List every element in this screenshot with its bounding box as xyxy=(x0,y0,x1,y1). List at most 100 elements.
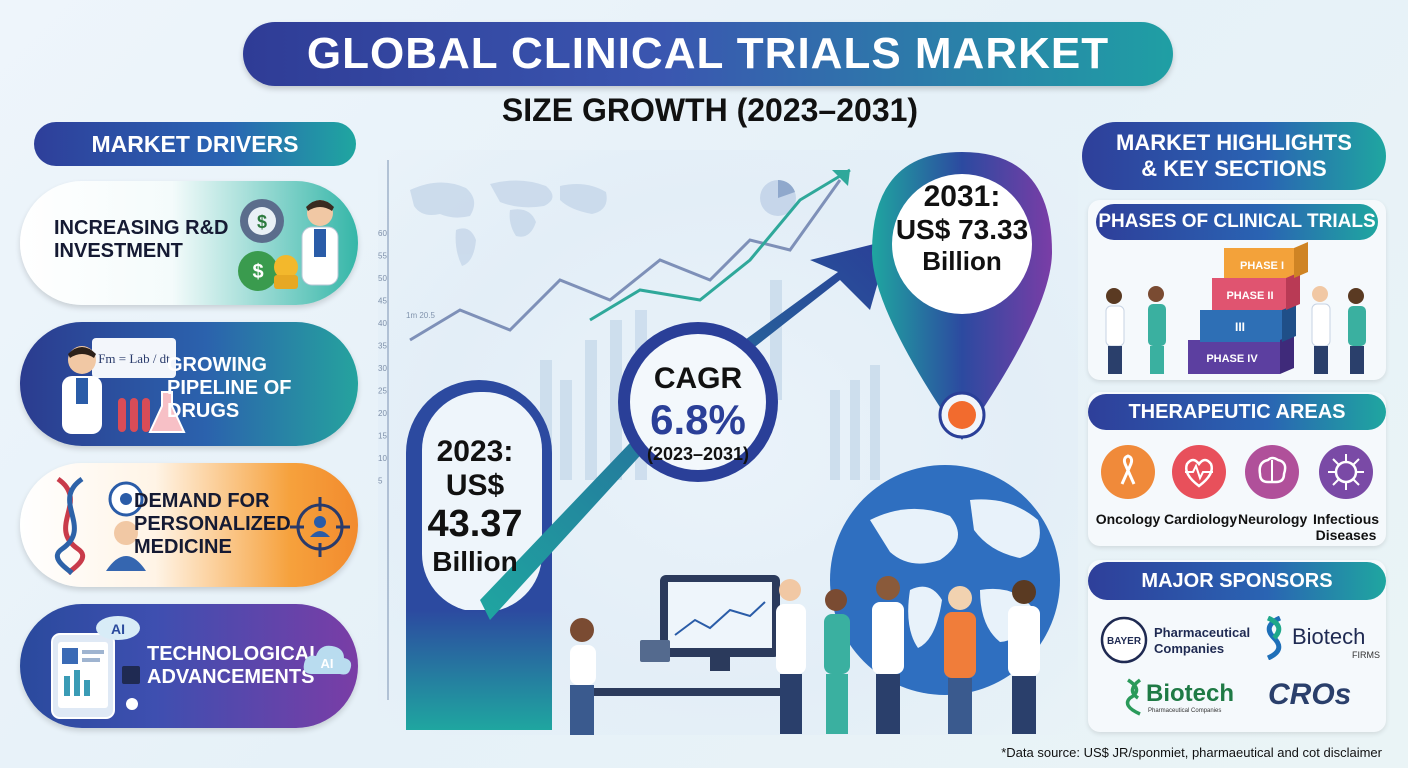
highlights-heading: MARKET HIGHLIGHTS & KEY SECTIONS xyxy=(1082,122,1386,190)
scientist-lab-icon: Fm = Lab / dt xyxy=(62,338,186,434)
therapeutic-heading: THERAPEUTIC AREAS xyxy=(1088,394,1386,430)
y-axis-tick-label: 60 xyxy=(378,229,387,238)
phase-1-label: PHASE I xyxy=(1240,260,1284,272)
phases-card: PHASES OF CLINICAL TRIALS PHASE I PHASE … xyxy=(1088,200,1386,380)
team-scene xyxy=(570,575,1040,735)
money-investment-icon: $ $ xyxy=(238,199,339,291)
center-graphic: 60 55 50 45 40 35 30 25 20 15 10 5 1m 20.5 xyxy=(378,152,1060,735)
driver-card-drug-pipeline: Fm = Lab / dt GROWING PIPELINE OF DRUGS xyxy=(20,322,358,446)
driver-label-line2: ADVANCEMENTS xyxy=(147,666,315,688)
area-label: Neurology xyxy=(1238,511,1308,527)
growth-arrow xyxy=(480,240,890,620)
dna-logo xyxy=(1125,678,1142,716)
highlights-heading-line1: MARKET HIGHLIGHTS xyxy=(1116,130,1352,155)
svg-text:AI: AI xyxy=(111,621,125,637)
area-label-line2: Diseases xyxy=(1315,527,1377,543)
y-axis-ticks: 60 55 50 45 40 35 30 25 20 15 10 5 xyxy=(378,229,387,486)
driver-label-line1: TECHNOLOGICAL xyxy=(147,643,322,665)
ribbon-icon xyxy=(1101,445,1155,499)
location-pin xyxy=(872,152,1052,440)
y-axis-tick-label: 55 xyxy=(378,252,387,261)
y-axis-tick-label: 10 xyxy=(378,454,387,463)
phase-3-label: III xyxy=(1235,320,1245,334)
biotech-firms-name: Biotech xyxy=(1292,624,1366,649)
target-person-icon xyxy=(290,497,350,557)
end-value: US$ 73.33 xyxy=(895,214,1029,245)
biotech-pharma-sub: Pharmaceutical Companies xyxy=(1148,708,1222,714)
sponsors-card: MAJOR SPONSORS BAYER Pharmaceutical Comp… xyxy=(1088,560,1386,732)
driver-label-line1: DEMAND FOR xyxy=(134,490,270,512)
svg-text:BAYER: BAYER xyxy=(1107,636,1142,647)
svg-text:$: $ xyxy=(252,261,263,283)
start-value: 43.37 xyxy=(427,503,523,545)
cagr-circle xyxy=(618,322,778,482)
y-axis-tick-label: 15 xyxy=(378,432,387,441)
sponsors-heading: MAJOR SPONSORS xyxy=(1088,562,1386,600)
y-axis-tick-label: 50 xyxy=(378,274,387,283)
y-axis-tick-label: 25 xyxy=(378,387,387,396)
y-axis-tick-label: 20 xyxy=(378,409,387,418)
pie-chart-decoration xyxy=(760,179,796,216)
sponsor-biotech-firms: Biotech FIRMS xyxy=(1260,616,1380,666)
world-map-backdrop xyxy=(410,180,607,266)
drivers-heading: MARKET DRIVERS xyxy=(34,122,356,166)
highlights-heading-line2: & KEY SECTIONS xyxy=(1141,156,1327,181)
ai-cloud-icon: AI xyxy=(303,645,352,675)
y-axis-tick-label: 40 xyxy=(378,319,387,328)
end-value-block: 2031: US$ 73.33 Billion xyxy=(888,180,1036,277)
small-note: 1m 20.5 xyxy=(406,311,435,320)
title-banner: GLOBAL CLINICAL TRIALS MARKET xyxy=(243,22,1173,86)
sponsor-pharma-line2: Companies xyxy=(1154,641,1225,656)
trend-line-teal xyxy=(589,168,851,322)
cagr-period: (2023–2031) xyxy=(646,444,750,464)
phases-heading-label: PHASES OF CLINICAL TRIALS xyxy=(1098,211,1376,232)
driver-label-line2: PIPELINE OF DRUGS xyxy=(167,377,292,422)
start-capsule xyxy=(406,380,552,730)
biotech-firms-sub: FIRMS xyxy=(1352,650,1380,660)
start-currency: US$ xyxy=(445,469,505,502)
formula-text: Fm = Lab / dt xyxy=(98,351,170,366)
footnote: *Data source: US$ JR/sponmiet, pharmaeut… xyxy=(1001,745,1382,760)
drivers-heading-label: MARKET DRIVERS xyxy=(91,130,299,157)
driver-label-line3: MEDICINE xyxy=(134,536,232,558)
virus-icon xyxy=(1319,445,1373,499)
biotech-swirl-logo xyxy=(1266,616,1282,660)
area-label-line1: Infectious xyxy=(1312,511,1380,527)
phase-4-label: PHASE IV xyxy=(1206,353,1258,365)
heart-icon xyxy=(1172,445,1226,499)
area-infectious-diseases: Infectious Diseases xyxy=(1310,444,1382,543)
driver-card-rd-investment: INCREASING R&D INVESTMENT $ $ xyxy=(20,181,358,305)
cagr-value: 6.8% xyxy=(650,396,746,443)
brain-icon xyxy=(1245,445,1299,499)
driver-label-line2: INVESTMENT xyxy=(54,240,183,262)
y-axis-tick-label: 35 xyxy=(378,342,387,351)
bayer-cross-logo: BAYER xyxy=(1100,616,1148,664)
area-label: Oncology xyxy=(1095,511,1161,527)
phase-2-label: PHASE II xyxy=(1226,290,1273,302)
page-subtitle: SIZE GROWTH (2023–2031) xyxy=(501,92,919,128)
y-axis-tick-label: 45 xyxy=(378,297,387,306)
driver-label-line2: PERSONALIZED xyxy=(134,513,291,535)
area-label: Cardiology xyxy=(1164,511,1238,527)
end-year: 2031: xyxy=(923,180,1001,213)
area-neurology: Neurology xyxy=(1238,444,1308,527)
start-value-block: 2023: US$ 43.37 Billion xyxy=(412,435,538,578)
trend-line xyxy=(409,179,842,342)
therapeutic-heading-label: THERAPEUTIC AREAS xyxy=(1128,400,1346,423)
y-axis-tick-label: 5 xyxy=(378,477,383,486)
start-unit: Billion xyxy=(432,546,518,577)
sponsor-biotech-pharma: Biotech Pharmaceutical Companies xyxy=(1124,678,1254,718)
y-axis-tick-label: 30 xyxy=(378,364,387,373)
driver-card-personalized-medicine: DEMAND FOR PERSONALIZED MEDICINE xyxy=(20,463,358,587)
sponsors-heading-label: MAJOR SPONSORS xyxy=(1141,569,1333,592)
tablet-ai-icon: AI xyxy=(51,616,140,719)
driver-card-technological-advancements: AI TECHNOLOGICAL ADVANCEMENTS AI xyxy=(20,604,358,728)
cagr-block: CAGR 6.8% (2023–2031) xyxy=(630,362,766,465)
dna-person-icon xyxy=(54,476,146,575)
page-title: GLOBAL CLINICAL TRIALS MARKET xyxy=(306,29,1110,78)
cagr-label: CAGR xyxy=(653,362,743,395)
biotech-pharma-name: Biotech xyxy=(1146,680,1235,707)
sponsor-pharma-line1: Pharmaceutical xyxy=(1154,625,1251,640)
phases-illustration: PHASE I PHASE II III PHASE IV xyxy=(1105,242,1366,374)
sponsor-cros: CROs xyxy=(1268,678,1352,711)
